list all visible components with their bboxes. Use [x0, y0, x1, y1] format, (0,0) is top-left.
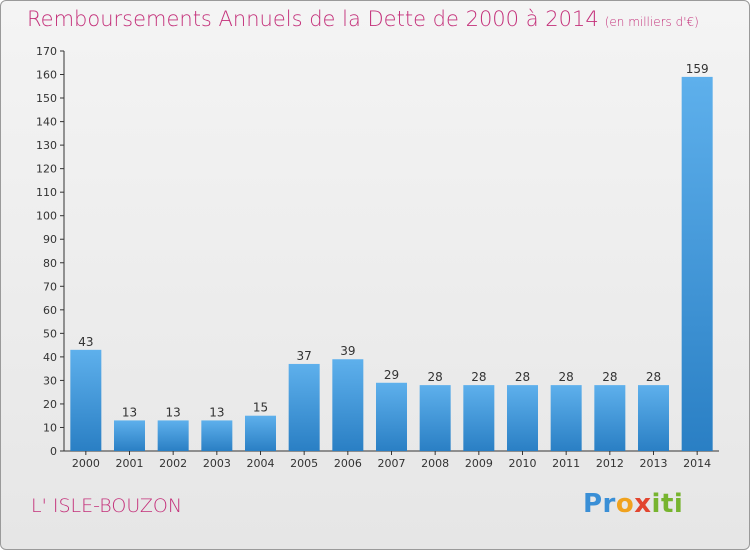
axes: 0 10 20 30 40 50 60 70 80 90 100 110 120 130 140 150 160…	[36, 45, 719, 470]
y-tick-label: 20	[43, 398, 57, 411]
bar-value-label: 15	[253, 401, 268, 415]
y-tick-label: 70	[43, 280, 57, 293]
x-tick-label: 2007	[378, 457, 406, 470]
bar-value-label: 29	[384, 368, 399, 382]
y-tick-label: 110	[36, 186, 57, 199]
unit-label: (en milliers d'€)	[604, 15, 699, 29]
bar	[638, 385, 669, 451]
bar	[507, 385, 538, 451]
y-tick-label: 160	[36, 69, 57, 82]
chart-title: Remboursements Annuels de la Dette de 20…	[27, 7, 699, 31]
bar-value-label: 159	[686, 62, 709, 76]
y-tick-label: 130	[36, 139, 57, 152]
bar	[550, 385, 582, 451]
x-tick-label: 2008	[421, 457, 449, 470]
bar-value-label: 13	[209, 405, 224, 419]
y-tick-label: 90	[43, 233, 57, 246]
y-tick-label: 100	[36, 210, 57, 223]
bar-value-label: 13	[166, 405, 181, 419]
x-tick-label: 2006	[334, 457, 362, 470]
bar	[245, 415, 276, 451]
proxiti-logo: Proxiti	[583, 489, 684, 519]
x-tick-label: 2010	[509, 457, 537, 470]
bar-value-label: 28	[428, 370, 443, 384]
bar-value-label: 39	[340, 344, 355, 358]
bar	[594, 385, 626, 451]
bar-value-label: 43	[78, 335, 93, 349]
y-tick-label: 60	[43, 304, 57, 317]
x-tick-label: 2012	[596, 457, 624, 470]
x-tick-label: 2002	[159, 457, 187, 470]
x-tick-label: 2014	[683, 457, 711, 470]
bar	[419, 385, 451, 451]
x-tick-label: 2011	[552, 457, 580, 470]
y-tick-label: 170	[36, 45, 57, 58]
x-tick-label: 2009	[465, 457, 493, 470]
bar	[376, 382, 407, 451]
y-tick-label: 140	[36, 116, 57, 129]
bar-value-label: 28	[646, 370, 661, 384]
bar-value-label: 28	[559, 370, 574, 384]
y-tick-label: 50	[43, 327, 57, 340]
y-tick-label: 10	[43, 421, 57, 434]
y-tick-label: 40	[43, 351, 57, 364]
bar	[201, 420, 233, 451]
x-tick-label: 2004	[247, 457, 275, 470]
bar-value-label: 28	[471, 370, 486, 384]
bar	[332, 359, 364, 451]
bar-value-label: 13	[122, 405, 137, 419]
bar-value-label: 37	[297, 349, 312, 363]
commune-name: L' ISLE-BOUZON	[31, 495, 183, 517]
y-tick-label: 30	[43, 374, 57, 387]
bar	[463, 385, 495, 451]
x-tick-label: 2005	[290, 457, 318, 470]
y-tick-label: 80	[43, 257, 57, 270]
bar	[288, 363, 320, 451]
bar-value-label: 28	[515, 370, 530, 384]
x-tick-label: 2001	[116, 457, 144, 470]
x-tick-label: 2000	[72, 457, 100, 470]
bar	[70, 349, 102, 451]
x-tick-label: 2013	[640, 457, 668, 470]
y-tick-label: 150	[36, 92, 57, 105]
bar	[157, 420, 189, 451]
y-tick-label: 120	[36, 163, 57, 176]
bar	[114, 420, 145, 451]
y-tick-label: 0	[50, 445, 57, 458]
x-tick-label: 2003	[203, 457, 231, 470]
bar-value-label: 28	[602, 370, 617, 384]
chart-title-text: Remboursements Annuels de la Dette de 20…	[27, 7, 599, 31]
bars: 43 13 13 13 15 37 39 29 28 28 28 28 28 28 159	[70, 62, 713, 451]
bar	[681, 76, 713, 451]
